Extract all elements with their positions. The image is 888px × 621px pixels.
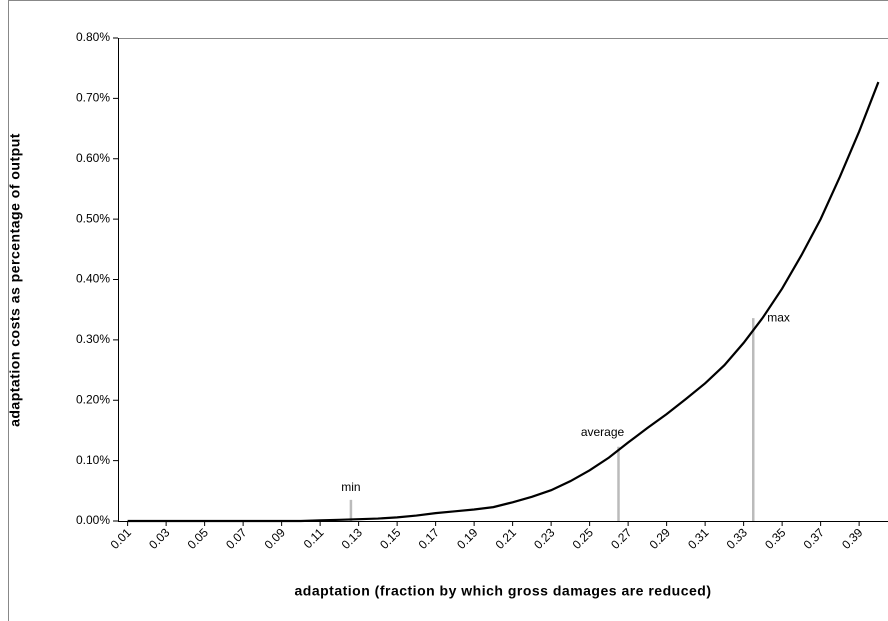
x-tick-label: 0.33 bbox=[724, 525, 751, 552]
annotation-label: min bbox=[341, 480, 360, 494]
y-tick-label: 0.20% bbox=[76, 392, 110, 406]
x-tick-label: 0.03 bbox=[146, 525, 173, 552]
y-tick-label: 0.80% bbox=[76, 30, 110, 44]
x-tick-label: 0.07 bbox=[223, 525, 250, 552]
x-tick-label: 0.11 bbox=[301, 525, 327, 551]
x-tick-label: 0.01 bbox=[108, 525, 135, 552]
y-tick-label: 0.70% bbox=[76, 91, 110, 105]
x-tick-label: 0.29 bbox=[647, 525, 674, 552]
annotation-label: max bbox=[767, 310, 790, 324]
x-tick-label: 0.05 bbox=[185, 525, 212, 552]
y-tick-label: 0.50% bbox=[76, 211, 110, 225]
y-tick-label: 0.00% bbox=[76, 513, 110, 527]
x-tick-label: 0.13 bbox=[339, 525, 366, 552]
data-line bbox=[127, 81, 880, 523]
x-axis-title: adaptation (fraction by which gross dama… bbox=[295, 583, 712, 599]
y-tick-label: 0.60% bbox=[76, 151, 110, 165]
x-tick-label: 0.35 bbox=[762, 525, 789, 552]
x-tick-label: 0.27 bbox=[608, 525, 635, 552]
x-tick-label: 0.39 bbox=[839, 525, 866, 552]
x-tick-label: 0.21 bbox=[493, 525, 520, 552]
y-tick-label: 0.30% bbox=[76, 332, 110, 346]
y-tick-label: 0.40% bbox=[76, 272, 110, 286]
x-tick-label: 0.17 bbox=[416, 525, 443, 552]
annotation-label: average bbox=[581, 425, 625, 439]
x-tick-label: 0.19 bbox=[454, 525, 481, 552]
y-axis-title: adaptation costs as percentage of output bbox=[7, 133, 23, 427]
x-tick-label: 0.23 bbox=[531, 525, 558, 552]
y-tick-label: 0.10% bbox=[76, 453, 110, 467]
x-tick-label: 0.25 bbox=[570, 525, 597, 552]
x-tick-label: 0.37 bbox=[801, 525, 828, 552]
x-tick-label: 0.31 bbox=[685, 525, 712, 552]
x-tick-label: 0.15 bbox=[377, 525, 404, 552]
x-tick-label: 0.09 bbox=[262, 525, 289, 552]
